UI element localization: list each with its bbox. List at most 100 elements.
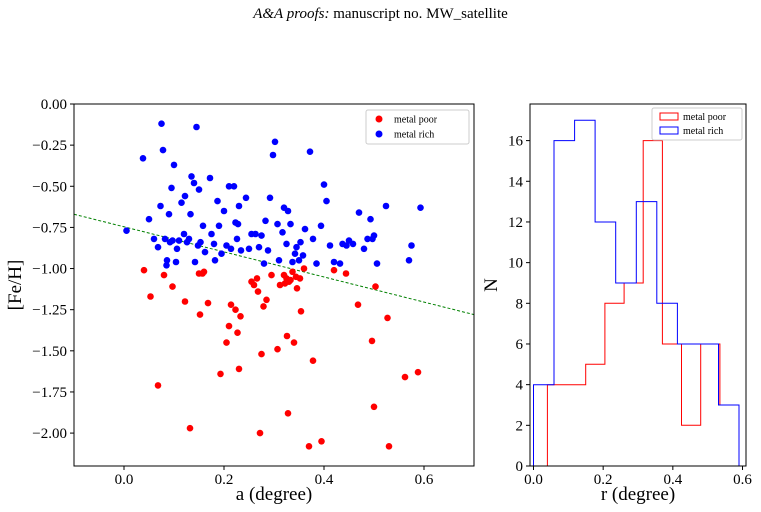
scatter-point-rich (165, 210, 173, 218)
scatter-legend-label-rich: metal rich (394, 130, 434, 141)
scatter-point-rich (159, 146, 167, 154)
histogram-x-tick-label: 0.6 (733, 472, 752, 488)
scatter-point-rich (382, 202, 390, 210)
scatter-point-rich (284, 207, 292, 215)
scatter-point-poor (260, 303, 267, 310)
scatter-point-rich (349, 240, 357, 248)
histogram-legend-label-poor: metal poor (683, 112, 727, 123)
histogram-step-poor (546, 140, 740, 466)
scatter-point-rich (180, 230, 188, 238)
histogram-legend-marker-rich (659, 126, 679, 135)
scatter-point-rich (301, 225, 309, 233)
scatter-x-tick-label: 0.2 (215, 472, 234, 488)
scatter-point-rich (370, 232, 378, 239)
histogram-y-axis-label: N (481, 278, 502, 292)
scatter-point-poor (300, 265, 308, 272)
scatter-point-rich (175, 237, 183, 244)
histogram-x-tick-label: 0.4 (663, 472, 682, 488)
scatter-point-poor (181, 298, 189, 305)
scatter-point-poor (385, 443, 393, 450)
journal-name: A&A proofs: (253, 6, 330, 22)
scatter-point-rich (320, 181, 328, 188)
scatter-point-rich (283, 240, 290, 248)
scatter-point-poor (305, 443, 313, 450)
scatter-y-tick-label: −1.25 (32, 303, 67, 319)
histogram-y-tick-label: 12 (508, 215, 523, 231)
scatter-point-rich (188, 173, 195, 180)
histogram-legend-box (651, 107, 743, 141)
scatter-point-poor (372, 283, 379, 290)
scatter-point-poor (293, 285, 301, 292)
scatter-point-poor (154, 382, 162, 389)
scatter-y-tick-label: −1.00 (32, 262, 67, 278)
scatter-point-poor (140, 266, 148, 274)
scatter-point-rich (364, 235, 371, 243)
scatter-point-poor (289, 268, 296, 276)
scatter-legend-box (365, 109, 470, 145)
scatter-point-rich (242, 194, 250, 202)
scatter-point-poor (296, 275, 304, 282)
histogram-y-tick-label: 0 (516, 459, 524, 475)
scatter-point-rich (309, 235, 317, 243)
scatter-point-poor (169, 283, 176, 290)
scatter-point-rich (163, 262, 170, 269)
histogram-y-tick-label: 2 (516, 418, 524, 434)
scatter-point-poor (274, 345, 281, 353)
scatter-point-rich (123, 227, 130, 234)
scatter-point-poor (414, 368, 422, 376)
scatter-point-rich (330, 258, 338, 266)
scatter-point-rich (266, 194, 274, 202)
histogram-x-axis-label: r (degree) (601, 484, 675, 505)
scatter-point-rich (230, 183, 238, 190)
scatter-point-poor (200, 268, 208, 276)
scatter-point-rich (299, 252, 307, 259)
scatter-point-poor (268, 271, 275, 279)
scatter-x-tick-label: 0.6 (415, 472, 434, 488)
scatter-point-rich (360, 245, 368, 253)
manuscript-label: manuscript no. MW_satellite (329, 6, 508, 22)
scatter-point-poor (223, 339, 230, 346)
scatter-y-tick-label: −1.50 (32, 344, 67, 360)
scatter-point-rich (355, 209, 363, 216)
scatter-panel: 0.0 0.2 0.4 0.6 0.00 −0.25 −0.50 −0.75 −1.00 −1.… (5, 97, 475, 505)
scatter-point-rich (187, 210, 194, 218)
scatter-point-rich (269, 151, 277, 159)
scatter-point-rich (154, 243, 162, 251)
scatter-point-rich (201, 248, 209, 256)
scatter-point-rich (274, 220, 281, 228)
scatter-point-poor (283, 332, 291, 340)
scatter-legend-marker-rich (375, 130, 383, 138)
scatter-point-rich (233, 235, 241, 243)
scatter-point-poor (204, 299, 212, 307)
scatter-point-rich (172, 258, 180, 266)
histogram-legend-marker-poor (659, 112, 679, 121)
scatter-point-poor (309, 357, 317, 365)
scatter-point-poor (342, 270, 350, 277)
scatter-point-poor (368, 337, 376, 345)
scatter-point-rich (145, 215, 153, 223)
histogram-y-tick-label: 14 (508, 174, 524, 190)
scatter-point-rich (199, 222, 207, 230)
histogram-y-tick-label: 6 (516, 337, 524, 353)
scatter-point-rich (323, 197, 330, 205)
scatter-point-poor (237, 313, 244, 320)
scatter-point-rich (169, 237, 176, 244)
scatter-point-poor (284, 410, 292, 417)
scatter-y-tick-label: −1.75 (32, 385, 67, 401)
scatter-point-poor (276, 281, 284, 289)
histogram-step-rich (533, 119, 740, 466)
scatter-fit-line (73, 213, 475, 316)
scatter-point-rich (234, 220, 242, 228)
scatter-point-rich (295, 257, 303, 264)
scatter-x-tick-label: 0.0 (115, 472, 134, 488)
scatter-legend-label-poor: metal poor (394, 115, 438, 126)
scatter-point-rich (158, 120, 165, 127)
scatter-y-tick-label: 0.00 (41, 97, 67, 113)
scatter-point-rich (139, 155, 147, 162)
scatter-point-rich (235, 202, 243, 210)
histogram-y-tick-label: 8 (516, 296, 524, 312)
scatter-point-poor (258, 350, 265, 358)
scatter-point-rich (208, 230, 215, 238)
